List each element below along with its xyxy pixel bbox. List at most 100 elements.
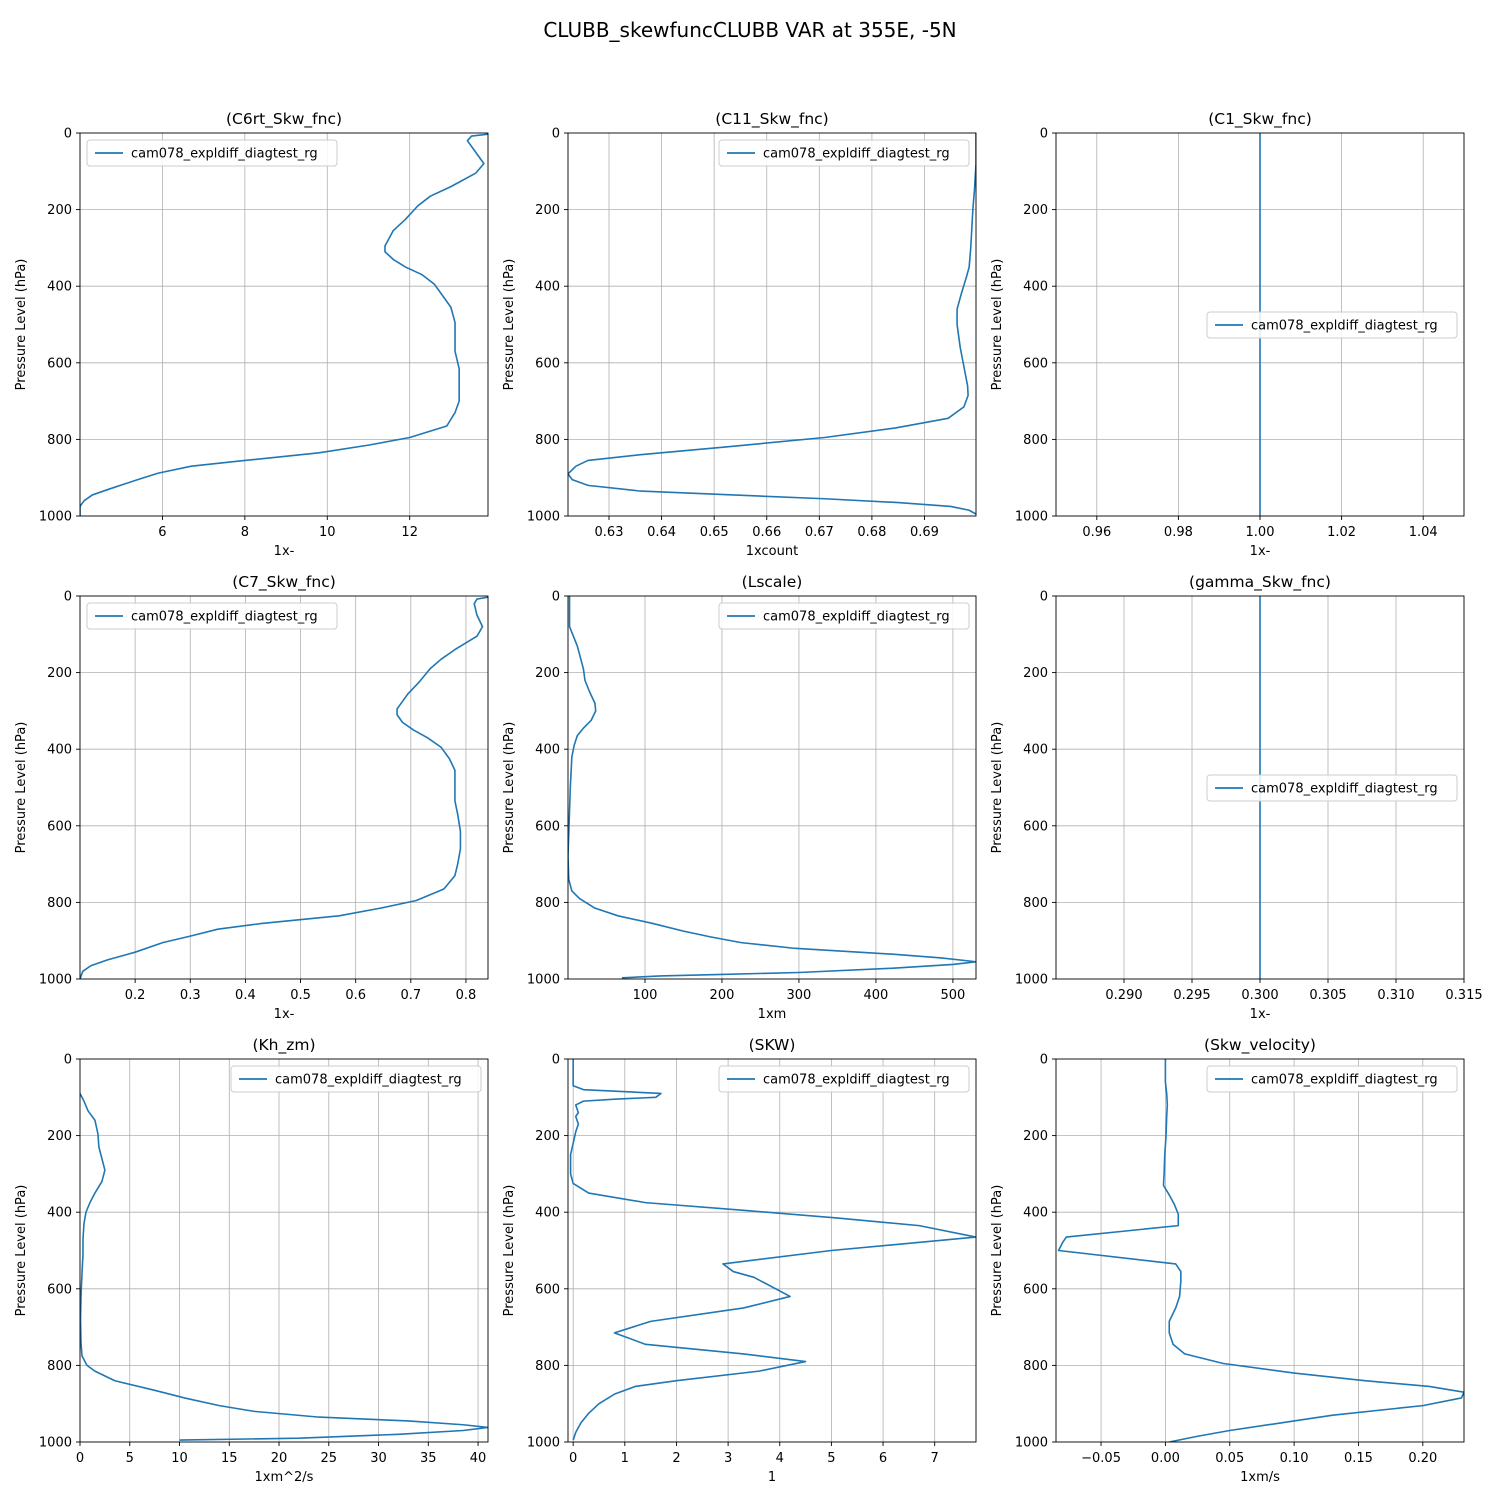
- legend-box: [1206, 774, 1458, 802]
- x-tick-label: 0.69: [910, 525, 939, 540]
- y-tick-label: 200: [1023, 203, 1048, 218]
- subplot-title: (Lscale): [742, 573, 803, 591]
- y-axis-label: Pressure Level (hPa): [502, 1185, 517, 1317]
- x-axis-label: 1xm/s: [1240, 1470, 1280, 1485]
- y-tick-label: 600: [1023, 1282, 1048, 1297]
- series-line: [568, 133, 976, 515]
- y-tick-label: 1000: [39, 1436, 72, 1451]
- subplot-title: (Kh_zm): [252, 1036, 315, 1055]
- y-tick-label: 400: [47, 1206, 72, 1221]
- legend: cam078_expldiff_diagtest_rg: [1206, 1065, 1458, 1093]
- legend-box: [1206, 311, 1458, 339]
- x-tick-label: 6: [879, 1451, 887, 1466]
- y-tick-label: 400: [535, 1206, 560, 1221]
- figure-suptitle: CLUBB_skewfuncCLUBB VAR at 355E, -5N: [543, 18, 956, 42]
- y-axis-label: Pressure Level (hPa): [990, 259, 1005, 391]
- x-axis-label: 1: [768, 1470, 776, 1485]
- y-tick-label: 0: [1040, 127, 1048, 142]
- y-tick-label: 800: [1023, 433, 1048, 448]
- x-tick-label: 5: [126, 1451, 134, 1466]
- x-tick-label: 0.305: [1309, 988, 1346, 1003]
- x-tick-label: −0.05: [1081, 1451, 1121, 1466]
- x-tick-label: 1.00: [1246, 525, 1275, 540]
- series-line: [80, 1093, 488, 1441]
- y-tick-label: 400: [535, 280, 560, 295]
- y-tick-label: 200: [47, 203, 72, 218]
- subplot-title: (gamma_Skw_fnc): [1189, 573, 1331, 592]
- x-tick-label: 0.5: [290, 988, 311, 1003]
- legend-label: cam078_expldiff_diagtest_rg: [763, 147, 950, 162]
- y-tick-label: 800: [535, 896, 560, 911]
- x-tick-label: 1: [621, 1451, 629, 1466]
- x-tick-label: 0.65: [700, 525, 729, 540]
- y-tick-label: 1000: [39, 510, 72, 525]
- x-axis-label: 1x-: [1250, 544, 1271, 559]
- y-tick-label: 200: [47, 1129, 72, 1144]
- legend-box: [86, 602, 338, 630]
- x-tick-label: 0.98: [1164, 525, 1193, 540]
- y-tick-label: 600: [1023, 819, 1048, 834]
- axes-frame: [1055, 1058, 1465, 1443]
- y-tick-label: 200: [535, 666, 560, 681]
- x-tick-label: 20: [271, 1451, 288, 1466]
- subplot-title: (SKW): [749, 1036, 796, 1054]
- x-tick-label: 8: [241, 525, 249, 540]
- subplot: −0.05 0.00 0.05 0.10 0.15 0.20 0 200 400 600 800 10…: [990, 1036, 1465, 1485]
- y-tick-label: 800: [47, 1359, 72, 1374]
- y-tick-label: 1000: [527, 973, 560, 988]
- y-axis-label: Pressure Level (hPa): [14, 1185, 29, 1317]
- y-axis-label: Pressure Level (hPa): [14, 722, 29, 854]
- subplot-title: (C6rt_Skw_fnc): [226, 110, 342, 129]
- x-tick-label: 0: [569, 1451, 577, 1466]
- y-tick-label: 200: [47, 666, 72, 681]
- subplots-grid: 6 8 10 1202004006008001000(C6rt_Skw_fnc)1x-…: [14, 110, 1483, 1485]
- x-tick-label: 0.6: [345, 988, 366, 1003]
- y-tick-label: 0: [552, 1053, 560, 1068]
- y-tick-label: 0: [552, 590, 560, 605]
- legend-box: [718, 1065, 970, 1093]
- y-tick-label: 0: [1040, 1053, 1048, 1068]
- legend-label: cam078_expldiff_diagtest_rg: [763, 610, 950, 625]
- legend-label: cam078_expldiff_diagtest_rg: [131, 610, 318, 625]
- y-tick-label: 800: [47, 896, 72, 911]
- series-line: [1057, 1059, 1464, 1442]
- subplot: 6 8 10 12 0 200 400 600 800 1000 (C6rt_Skw_fnc) 1x-…: [14, 110, 489, 559]
- x-tick-label: 1.02: [1327, 525, 1356, 540]
- x-tick-label: 40: [470, 1451, 487, 1466]
- legend-box: [718, 139, 970, 167]
- y-tick-label: 200: [535, 1129, 560, 1144]
- x-tick-label: 0.20: [1408, 1451, 1437, 1466]
- legend: cam078_expldiff_diagtest_rg: [1206, 774, 1458, 802]
- y-tick-label: 400: [1023, 1206, 1048, 1221]
- x-tick-label: 15: [221, 1451, 238, 1466]
- legend: cam078_expldiff_diagtest_rg: [718, 139, 970, 167]
- y-tick-label: 200: [535, 203, 560, 218]
- x-tick-label: 0: [76, 1451, 84, 1466]
- series-line: [80, 133, 488, 516]
- x-axis-label: 1xm^2/s: [255, 1470, 314, 1485]
- x-tick-label: 0.66: [752, 525, 781, 540]
- legend-box: [1206, 1065, 1458, 1093]
- y-tick-label: 0: [64, 127, 72, 142]
- series-line: [569, 1059, 976, 1441]
- legend: cam078_expldiff_diagtest_rg: [86, 602, 338, 630]
- x-tick-label: 30: [370, 1451, 387, 1466]
- y-tick-label: 800: [1023, 896, 1048, 911]
- legend: cam078_expldiff_diagtest_rg: [718, 602, 970, 630]
- axes-frame: [79, 132, 489, 517]
- x-tick-label: 0.68: [857, 525, 886, 540]
- y-tick-label: 200: [1023, 1129, 1048, 1144]
- y-tick-label: 1000: [1015, 1436, 1048, 1451]
- subplot-title: (C1_Skw_fnc): [1208, 110, 1312, 129]
- y-tick-label: 600: [535, 1282, 560, 1297]
- y-tick-label: 400: [1023, 743, 1048, 758]
- x-tick-label: 0.7: [400, 988, 421, 1003]
- y-tick-label: 600: [535, 819, 560, 834]
- y-axis-label: Pressure Level (hPa): [502, 259, 517, 391]
- y-tick-label: 1000: [39, 973, 72, 988]
- y-tick-label: 400: [47, 280, 72, 295]
- y-tick-label: 600: [535, 356, 560, 371]
- x-tick-label: 500: [940, 988, 965, 1003]
- x-tick-label: 0.290: [1105, 988, 1142, 1003]
